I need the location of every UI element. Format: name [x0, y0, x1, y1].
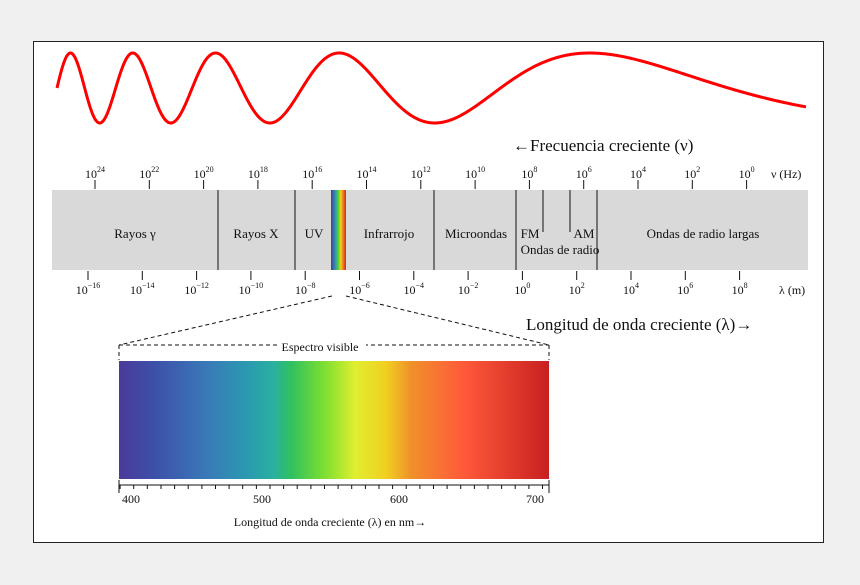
visible-tick-label-600: 600 — [390, 492, 408, 506]
wave-curve — [55, 51, 807, 125]
zoom-line-right — [345, 295, 550, 346]
wavelength-axis: 10−16 10−14 10−12 10−10 10−8 10−6 10−4 10−2 100 1… — [76, 271, 748, 297]
band-dividers — [217, 190, 598, 270]
visible-zoom-lines — [118, 295, 550, 360]
wavelength-tick-label-4: 10−8 — [295, 281, 316, 297]
frequency-axis: 1024 1022 1020 1018 1016 1014 1012 1010 108 106 10… — [85, 165, 755, 189]
wavelength-tick-label-7: 10−2 — [458, 281, 479, 297]
frequency-unit-label: ν (Hz) — [771, 167, 801, 181]
band-label-gamma: Rayos γ — [114, 226, 156, 241]
frequency-tick-label-11: 102 — [684, 165, 700, 181]
band-label-long-radio: Ondas de radio largas — [647, 226, 760, 241]
wavelength-tick-label-0: 10−16 — [76, 281, 101, 297]
band-label-uv: UV — [305, 226, 324, 241]
visible-ruler — [118, 480, 550, 493]
frequency-tick-label-8: 108 — [521, 165, 537, 181]
visible-axis-label: Longitud de onda creciente (λ) en nm→ — [234, 515, 426, 529]
spectrum-band-bar — [52, 190, 808, 270]
band-label-radio: Ondas de radio — [521, 242, 600, 257]
band-label-fm: FM — [521, 226, 540, 241]
visible-spectrum-gradient — [119, 361, 549, 479]
frequency-tick-label-0: 1024 — [85, 165, 105, 181]
frequency-tick-label-6: 1012 — [411, 165, 431, 181]
wavelength-increasing-label: Longitud de onda creciente (λ)→ — [526, 315, 752, 334]
visible-tick-label-700: 700 — [526, 492, 544, 506]
frequency-tick-label-12: 100 — [739, 165, 755, 181]
frequency-tick-label-3: 1018 — [248, 165, 268, 181]
visible-spectrum-title: Espectro visible — [282, 340, 359, 354]
frequency-tick-label-4: 1016 — [302, 165, 322, 181]
wavelength-tick-label-2: 10−12 — [184, 281, 209, 297]
frequency-tick-label-7: 1010 — [465, 165, 485, 181]
wavelength-tick-label-8: 100 — [514, 281, 530, 297]
frequency-tick-label-1: 1022 — [139, 165, 159, 181]
wavelength-unit-label: λ (m) — [779, 283, 805, 297]
frequency-increasing-label: ←Frecuencia creciente (ν) — [513, 136, 693, 155]
band-label-microwave: Microondas — [445, 226, 507, 241]
frequency-tick-label-2: 1020 — [194, 165, 214, 181]
wavelength-tick-label-9: 102 — [569, 281, 585, 297]
wavelength-tick-label-3: 10−10 — [239, 281, 264, 297]
frequency-tick-label-5: 1014 — [357, 165, 377, 181]
visible-band-strip — [331, 190, 346, 270]
wavelength-tick-label-5: 10−6 — [349, 281, 370, 297]
visible-title-backdrop — [278, 337, 366, 353]
wavelength-tick-label-11: 106 — [677, 281, 693, 297]
band-label-infrared: Infrarrojo — [364, 226, 415, 241]
wavelength-tick-label-12: 108 — [732, 281, 748, 297]
visible-tick-label-400: 400 — [122, 492, 140, 506]
band-label-xray: Rayos X — [233, 226, 279, 241]
band-label-am: AM — [574, 226, 595, 241]
visible-tick-label-500: 500 — [253, 492, 271, 506]
wavelength-tick-label-6: 10−4 — [404, 281, 425, 297]
frequency-tick-label-10: 104 — [630, 165, 646, 181]
zoom-line-left — [118, 295, 333, 346]
wavelength-tick-label-1: 10−14 — [130, 281, 155, 297]
wavelength-tick-label-10: 104 — [623, 281, 639, 297]
frequency-tick-label-9: 106 — [576, 165, 592, 181]
